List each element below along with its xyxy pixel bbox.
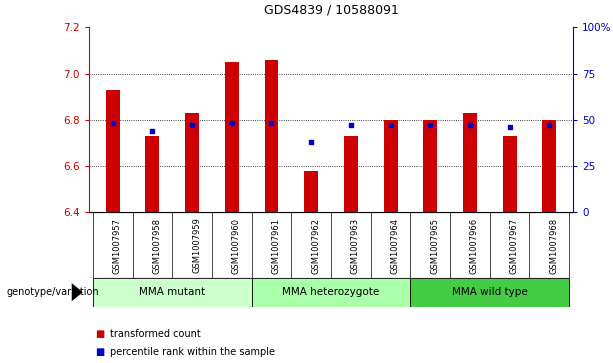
Bar [503, 136, 517, 212]
Text: GSM1007961: GSM1007961 [272, 217, 281, 274]
Bar [251, 278, 411, 307]
Point [425, 122, 435, 128]
Bar [384, 120, 397, 212]
Text: GSM1007967: GSM1007967 [509, 217, 519, 274]
Bar [265, 60, 278, 212]
Text: GSM1007960: GSM1007960 [232, 217, 241, 274]
Point [465, 122, 475, 128]
Bar [411, 278, 569, 307]
Text: MMA heterozygote: MMA heterozygote [283, 287, 379, 297]
Point [346, 122, 356, 128]
Bar [185, 113, 199, 212]
Point [544, 122, 554, 128]
Text: ■: ■ [95, 347, 104, 357]
Point [306, 139, 316, 145]
Point [267, 121, 276, 126]
Bar [344, 136, 358, 212]
Text: GSM1007968: GSM1007968 [549, 217, 558, 274]
Point [227, 121, 237, 126]
Text: GSM1007966: GSM1007966 [470, 217, 479, 274]
Bar [304, 171, 318, 212]
Text: genotype/variation: genotype/variation [6, 287, 99, 297]
Bar [106, 90, 120, 212]
Text: GSM1007958: GSM1007958 [153, 217, 161, 274]
Bar [225, 62, 238, 212]
Point [148, 128, 158, 134]
Bar [543, 120, 556, 212]
Text: GSM1007957: GSM1007957 [113, 217, 122, 274]
Text: GDS4839 / 10588091: GDS4839 / 10588091 [264, 3, 398, 16]
Bar [93, 278, 251, 307]
Polygon shape [72, 283, 83, 301]
Text: MMA wild type: MMA wild type [452, 287, 528, 297]
Text: transformed count: transformed count [110, 329, 201, 339]
Text: GSM1007962: GSM1007962 [311, 217, 320, 274]
Text: ■: ■ [95, 329, 104, 339]
Point [386, 122, 395, 128]
Text: percentile rank within the sample: percentile rank within the sample [110, 347, 275, 357]
Point [504, 124, 514, 130]
Bar [145, 136, 159, 212]
Point [108, 121, 118, 126]
Text: MMA mutant: MMA mutant [139, 287, 205, 297]
Text: GSM1007964: GSM1007964 [390, 217, 400, 274]
Text: GSM1007965: GSM1007965 [430, 217, 440, 274]
Text: GSM1007963: GSM1007963 [351, 217, 360, 274]
Point [187, 122, 197, 128]
Text: GSM1007959: GSM1007959 [192, 217, 201, 273]
Bar [463, 113, 477, 212]
Bar [424, 120, 437, 212]
